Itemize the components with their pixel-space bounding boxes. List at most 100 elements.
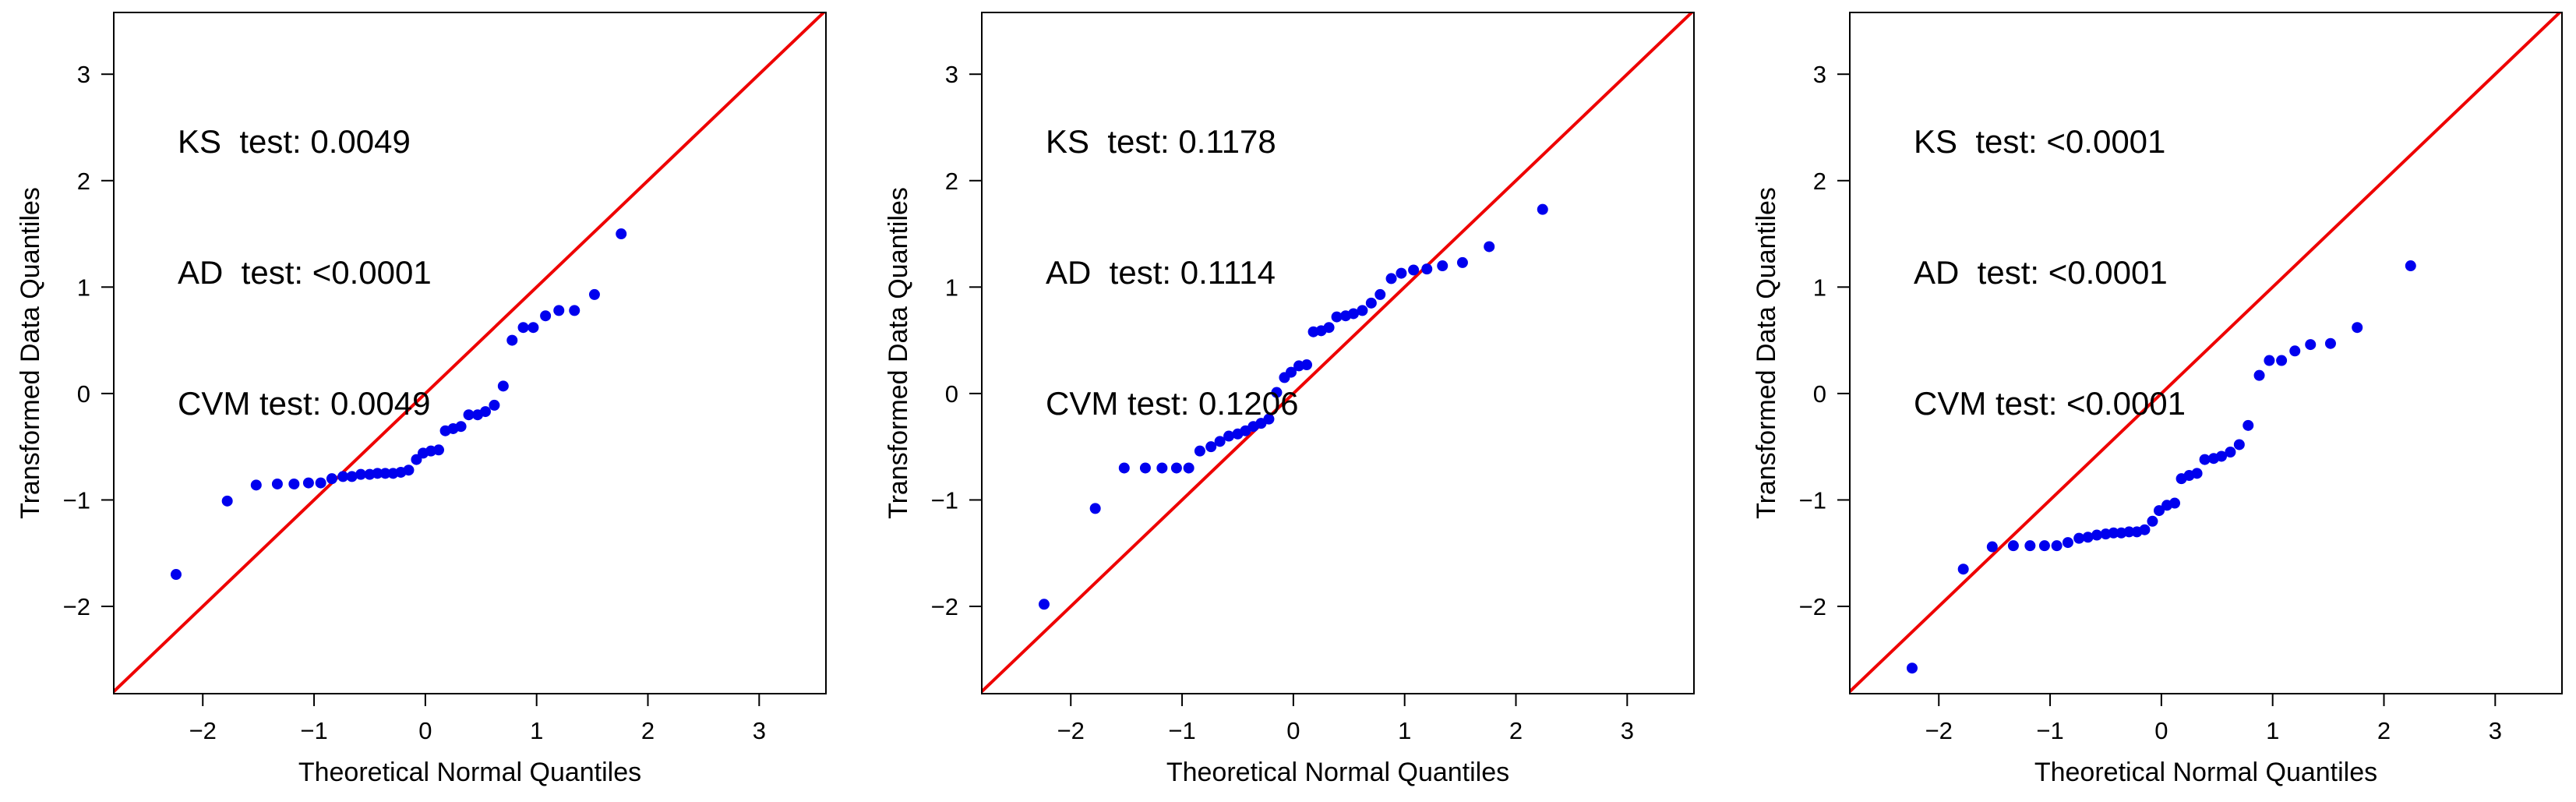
- x-tick-label: −2: [189, 717, 217, 744]
- data-point: [2123, 526, 2135, 538]
- data-point: [517, 322, 529, 334]
- reference-line: [114, 12, 826, 693]
- data-point: [1537, 203, 1548, 215]
- cvm-test-label: CVM test: 0.0049: [178, 385, 431, 422]
- y-tick-label: 0: [1813, 380, 1826, 408]
- data-point: [346, 471, 358, 482]
- data-point: [2225, 447, 2236, 458]
- data-point: [1396, 267, 1407, 279]
- data-point: [1205, 441, 1217, 453]
- y-tick-label: 2: [77, 168, 90, 195]
- x-tick-label: 3: [2489, 717, 2502, 744]
- data-point: [288, 478, 300, 489]
- y-axis-label: Transformed Data Quantiles: [884, 187, 913, 519]
- ks-test-label: KS test: <0.0001: [1914, 123, 2166, 160]
- data-point: [355, 468, 367, 480]
- data-point: [540, 310, 552, 322]
- data-point: [1156, 462, 1168, 474]
- data-point: [1957, 564, 1969, 575]
- y-tick-label: 3: [1813, 61, 1826, 88]
- data-point: [337, 471, 349, 482]
- data-point: [1906, 662, 1918, 674]
- x-tick-label: 3: [1621, 717, 1634, 744]
- data-point: [2324, 337, 2336, 349]
- data-point: [2051, 540, 2063, 552]
- y-tick-label: 0: [77, 380, 90, 408]
- data-point: [2024, 540, 2036, 552]
- ad-test-label: AD test: 0.1114: [1046, 254, 1276, 291]
- data-point: [271, 478, 283, 489]
- data-point: [1421, 263, 1433, 275]
- qq-plot-3: −2 −1 0 1 2 3 −2 −1 0 1 2 3 Theoretical Normal Quant…: [1752, 12, 2563, 787]
- data-point: [2264, 355, 2275, 366]
- data-point: [497, 380, 509, 392]
- data-point: [479, 406, 491, 418]
- data-point: [506, 334, 518, 346]
- x-tick-label: 2: [2377, 717, 2391, 744]
- qq-plot-panel-2: −2 −1 0 1 2 3 −2 −1 0 1 2 3 Theoretical Normal Quant…: [868, 0, 1725, 802]
- reference-line: [1850, 12, 2562, 693]
- x-tick-label: −1: [300, 717, 327, 744]
- data-point: [1286, 366, 1297, 378]
- y-tick-label: −2: [931, 593, 958, 620]
- test-statistics-2: KS test: 0.1178 AD test: 0.1114 CVM test…: [1046, 33, 1299, 513]
- x-axis-label: Theoretical Normal Quantiles: [1166, 758, 1509, 787]
- test-statistics-1: KS test: 0.0049 AD test: <0.0001 CVM tes…: [178, 33, 432, 513]
- plot-frame: [1849, 12, 2563, 694]
- x-axis-label: Theoretical Normal Quantiles: [2034, 758, 2377, 787]
- data-point: [1263, 413, 1275, 425]
- x-tick-label: 1: [530, 717, 543, 744]
- data-point: [2233, 439, 2245, 450]
- data-point: [569, 305, 580, 316]
- ad-test-label: AD test: <0.0001: [178, 254, 432, 291]
- data-point: [221, 495, 233, 507]
- data-point: [326, 473, 337, 485]
- data-point: [302, 477, 314, 489]
- ks-test-label: KS test: 0.1178: [1046, 123, 1276, 160]
- data-point: [2243, 419, 2254, 431]
- data-point: [170, 569, 182, 581]
- x-tick-label: −2: [1925, 717, 1953, 744]
- plot-frame: [981, 12, 1695, 694]
- data-point: [1986, 541, 1998, 553]
- y-tick-label: 3: [945, 61, 958, 88]
- data-point: [2154, 505, 2165, 517]
- cvm-test-label: CVM test: 0.1206: [1046, 385, 1299, 422]
- data-point: [1408, 264, 1420, 276]
- data-point: [2062, 537, 2073, 549]
- qq-plot-panel-1: −2 −1 0 1 2 3 −2 −1 0 1 2 3 Theoretical Normal Quant…: [0, 0, 857, 802]
- data-point: [2073, 532, 2085, 544]
- data-point: [2038, 540, 2050, 552]
- x-tick-label: 0: [418, 717, 432, 744]
- x-axis-label: Theoretical Normal Quantiles: [298, 758, 641, 787]
- data-point: [455, 421, 467, 433]
- y-tick-label: −1: [63, 486, 90, 514]
- data-point: [588, 288, 600, 300]
- data-point: [250, 479, 262, 491]
- ks-test-label: KS test: 0.0049: [178, 123, 411, 160]
- data-point: [2007, 540, 2019, 552]
- data-point: [1089, 503, 1101, 514]
- x-tick-label: 2: [1509, 717, 1523, 744]
- reference-line: [982, 12, 1694, 693]
- data-point: [553, 305, 565, 316]
- test-statistics-3: KS test: <0.0001 AD test: <0.0001 CVM te…: [1914, 33, 2186, 513]
- data-point: [1365, 297, 1377, 309]
- data-point: [2147, 515, 2158, 527]
- x-tick-label: 0: [2154, 717, 2168, 744]
- data-point: [1331, 311, 1343, 323]
- y-tick-label: −2: [1799, 593, 1826, 620]
- data-point: [1170, 462, 1182, 474]
- data-point: [1038, 599, 1050, 610]
- y-tick-label: 3: [77, 61, 90, 88]
- data-point: [1437, 260, 1449, 272]
- x-tick-label: 1: [1398, 717, 1411, 744]
- data-point: [1323, 322, 1335, 334]
- data-point: [1347, 308, 1359, 320]
- data-point: [2199, 454, 2211, 465]
- x-tick-label: 3: [753, 717, 766, 744]
- data-point: [1139, 462, 1151, 474]
- data-point: [1357, 305, 1368, 316]
- data-point: [2108, 527, 2119, 539]
- data-point: [2305, 339, 2317, 351]
